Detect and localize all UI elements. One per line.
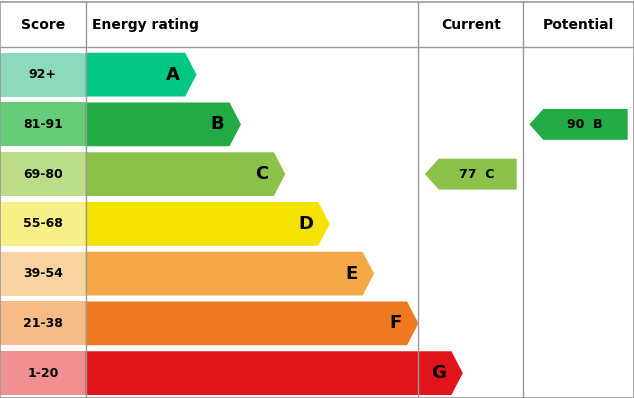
Text: G: G bbox=[432, 364, 446, 382]
Text: 55-68: 55-68 bbox=[23, 217, 63, 230]
Bar bbox=[0, 351, 86, 395]
Text: 1-20: 1-20 bbox=[27, 367, 58, 380]
Bar bbox=[0, 103, 86, 146]
Polygon shape bbox=[86, 302, 418, 345]
Text: 77  C: 77 C bbox=[460, 168, 495, 181]
Polygon shape bbox=[425, 159, 517, 189]
Text: 92+: 92+ bbox=[29, 68, 57, 81]
Text: 21-38: 21-38 bbox=[23, 317, 63, 330]
Text: Energy rating: Energy rating bbox=[92, 18, 199, 32]
Polygon shape bbox=[86, 351, 463, 395]
Text: F: F bbox=[390, 314, 402, 332]
Polygon shape bbox=[86, 53, 197, 97]
Bar bbox=[0, 302, 86, 345]
Bar bbox=[0, 202, 86, 246]
Text: Current: Current bbox=[441, 18, 501, 32]
Polygon shape bbox=[529, 109, 628, 140]
Polygon shape bbox=[86, 202, 330, 246]
Text: C: C bbox=[256, 165, 269, 183]
Polygon shape bbox=[86, 252, 374, 295]
Bar bbox=[0, 53, 86, 97]
Text: D: D bbox=[298, 215, 313, 233]
Text: 81-91: 81-91 bbox=[23, 118, 63, 131]
Text: 39-54: 39-54 bbox=[23, 267, 63, 280]
Polygon shape bbox=[86, 103, 241, 146]
Text: Score: Score bbox=[21, 18, 65, 32]
Text: 69-80: 69-80 bbox=[23, 168, 63, 181]
Bar bbox=[0, 152, 86, 196]
Text: A: A bbox=[166, 66, 180, 84]
Text: B: B bbox=[211, 115, 224, 133]
Text: 90  B: 90 B bbox=[567, 118, 603, 131]
Text: Potential: Potential bbox=[543, 18, 614, 32]
Text: E: E bbox=[346, 265, 358, 283]
Polygon shape bbox=[86, 152, 285, 196]
Bar bbox=[0, 252, 86, 295]
